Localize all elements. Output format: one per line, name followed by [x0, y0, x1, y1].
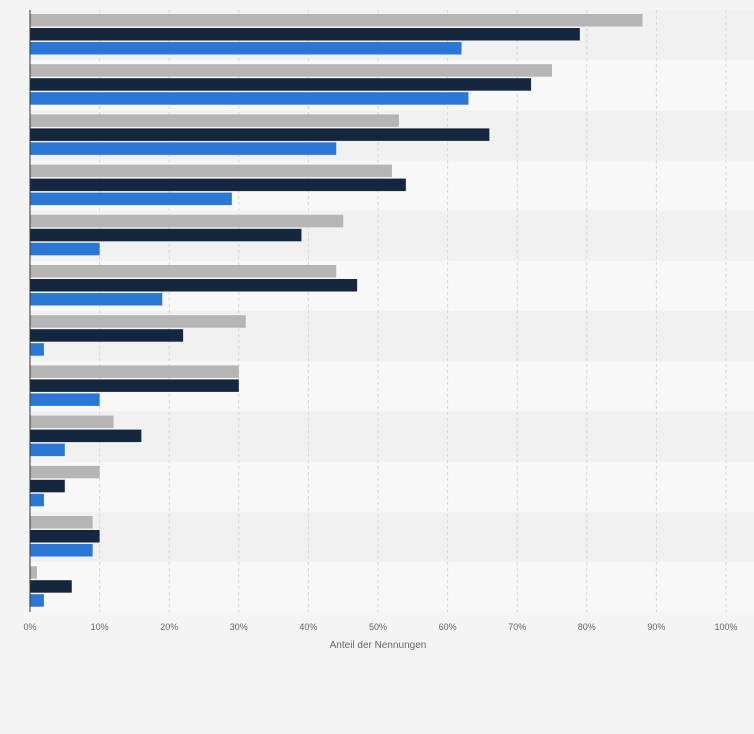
bar	[30, 293, 163, 306]
row-band	[30, 461, 754, 512]
x-tick-label: 0%	[23, 622, 36, 632]
bar	[30, 192, 232, 206]
bar	[30, 64, 552, 77]
x-tick-label: 100%	[714, 622, 737, 632]
bar	[30, 566, 37, 579]
bar	[30, 214, 344, 228]
bar	[30, 479, 65, 493]
bar	[30, 443, 65, 457]
bar	[30, 429, 142, 443]
bar	[30, 530, 100, 543]
x-axis-label: Anteil der Nennungen	[330, 640, 427, 651]
x-tick-label: 10%	[91, 622, 109, 632]
row-band	[30, 562, 754, 613]
bar	[30, 415, 114, 429]
bar	[30, 379, 239, 392]
bar	[30, 580, 72, 593]
x-tick-label: 50%	[369, 622, 387, 632]
bar	[30, 594, 44, 607]
x-tick-label: 30%	[230, 622, 248, 632]
x-tick-labels: 0% 10% 20% 30% 40% 50% 60% 70% 80% 90% 100%	[23, 622, 737, 632]
bar	[30, 265, 337, 278]
bar	[30, 544, 93, 557]
bar	[30, 279, 358, 292]
x-tick-label: 70%	[508, 622, 526, 632]
x-tick-label: 20%	[160, 622, 178, 632]
bar	[30, 42, 462, 55]
bar	[30, 493, 44, 507]
bar	[30, 242, 100, 256]
bar	[30, 393, 100, 406]
bar	[30, 92, 469, 105]
x-tick-label: 40%	[299, 622, 317, 632]
bar	[30, 114, 399, 127]
row-band	[30, 411, 754, 462]
bar	[30, 329, 184, 342]
bar	[30, 142, 337, 155]
x-tick-label: 60%	[439, 622, 457, 632]
bar	[30, 228, 302, 242]
bar	[30, 343, 44, 356]
bar	[30, 465, 100, 479]
bar	[30, 365, 239, 378]
bars	[30, 14, 643, 607]
row-band	[30, 512, 754, 563]
bar	[30, 516, 93, 529]
bar	[30, 164, 392, 178]
bar	[30, 78, 532, 91]
bar	[30, 178, 406, 192]
bar	[30, 14, 643, 27]
bar	[30, 28, 580, 41]
x-tick-label: 80%	[578, 622, 596, 632]
bar	[30, 128, 490, 141]
grid-lines	[99, 10, 727, 612]
x-tick-label: 90%	[647, 622, 665, 632]
bar	[30, 315, 246, 328]
